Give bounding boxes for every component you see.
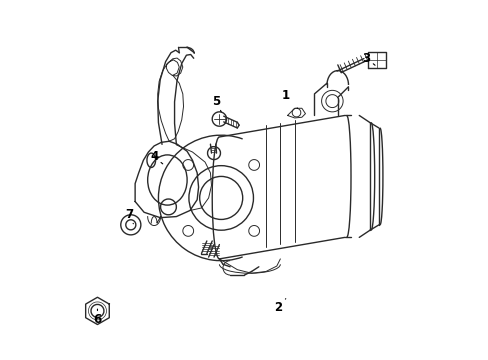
Text: 6: 6 <box>93 309 102 327</box>
Text: 4: 4 <box>150 150 163 164</box>
Text: 5: 5 <box>212 95 221 112</box>
Text: 7: 7 <box>125 208 133 224</box>
Text: 3: 3 <box>362 51 374 65</box>
Text: 2: 2 <box>274 299 285 314</box>
Text: 1: 1 <box>281 89 297 108</box>
